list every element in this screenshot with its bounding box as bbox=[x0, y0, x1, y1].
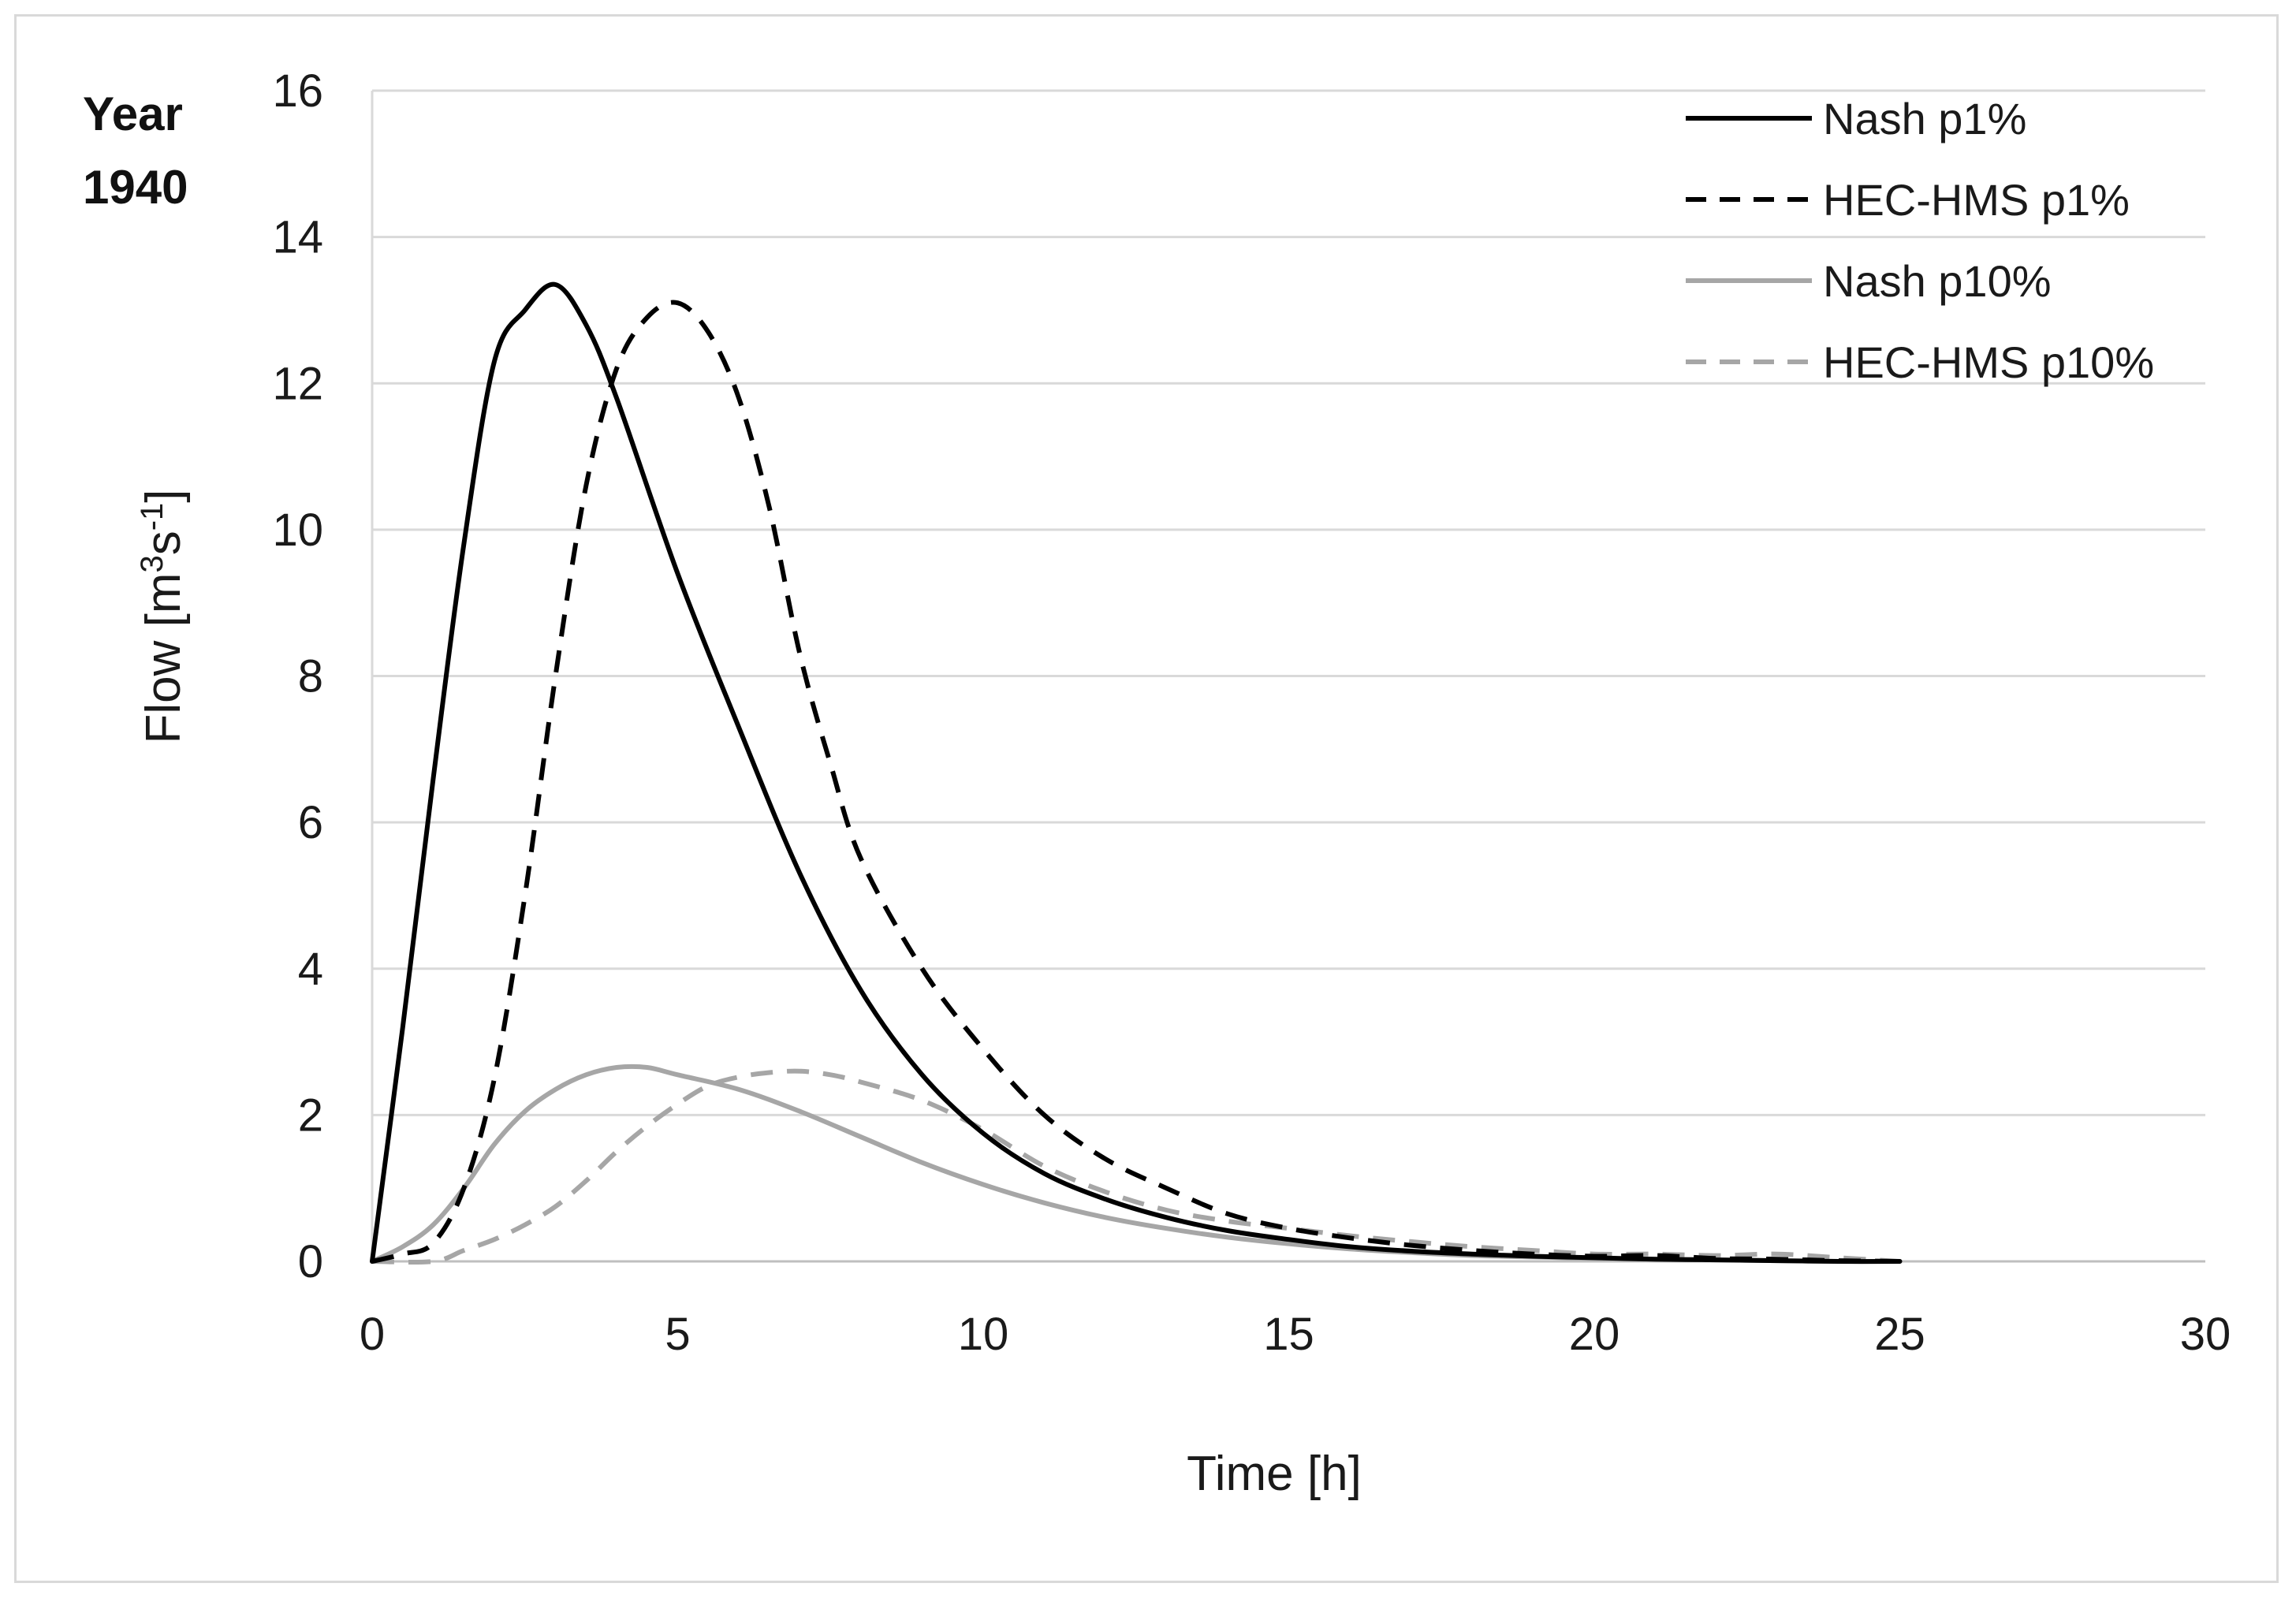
x-tick-label: 25 bbox=[1874, 1309, 1925, 1360]
x-tick-label: 10 bbox=[958, 1309, 1009, 1360]
x-tick-label: 0 bbox=[360, 1309, 385, 1360]
x-tick-label: 20 bbox=[1569, 1309, 1620, 1360]
year-value: 1940 bbox=[83, 161, 188, 214]
y-tick-label: 10 bbox=[272, 505, 323, 556]
y-tick-label: 4 bbox=[298, 944, 323, 995]
legend-label-nash-p1: Nash p1% bbox=[1823, 94, 2026, 143]
y-tick-label: 2 bbox=[298, 1090, 323, 1141]
legend: Nash p1% HEC-HMS p1% Nash p10% HEC-HMS p10% bbox=[1686, 94, 2154, 387]
y-axis-title-suffix: ] bbox=[136, 489, 191, 502]
x-tick-label: 30 bbox=[2180, 1309, 2231, 1360]
y-tick-labels: 0 2 4 6 8 10 12 14 16 bbox=[272, 65, 323, 1287]
series-line-hec-hms-p10 bbox=[371, 1068, 1900, 1265]
x-axis-title: Time [h] bbox=[1187, 1447, 1362, 1501]
y-tick-label: 0 bbox=[298, 1236, 323, 1287]
legend-label-hec-hms-p10: HEC-HMS p10% bbox=[1823, 337, 2154, 387]
y-axis-title-mid: s bbox=[136, 531, 191, 555]
y-axis-title-sup1: 3 bbox=[135, 555, 170, 572]
y-tick-label: 16 bbox=[272, 65, 323, 117]
series-lines bbox=[370, 281, 1903, 1265]
y-tick-label: 12 bbox=[272, 358, 323, 409]
y-tick-label: 8 bbox=[298, 651, 323, 702]
y-axis-title-prefix: Flow [m bbox=[136, 573, 191, 744]
legend-label-hec-hms-p1: HEC-HMS p1% bbox=[1823, 175, 2130, 225]
y-tick-label: 14 bbox=[272, 212, 323, 263]
legend-label-nash-p10: Nash p10% bbox=[1823, 256, 2052, 306]
y-tick-label: 6 bbox=[298, 797, 323, 848]
x-tick-labels: 0 5 10 15 20 25 30 bbox=[360, 1309, 2231, 1360]
series-line-nash-p1 bbox=[370, 281, 1903, 1265]
y-axis-title-sup2: -1 bbox=[135, 503, 170, 531]
x-tick-label: 5 bbox=[665, 1309, 690, 1360]
chart-frame bbox=[14, 14, 2279, 1583]
year-label: Year bbox=[83, 88, 183, 140]
series-line-hec-hms-p1 bbox=[371, 300, 1900, 1264]
x-tick-label: 15 bbox=[1263, 1309, 1314, 1360]
y-axis-title: Flow [m3s-1] bbox=[135, 489, 191, 743]
